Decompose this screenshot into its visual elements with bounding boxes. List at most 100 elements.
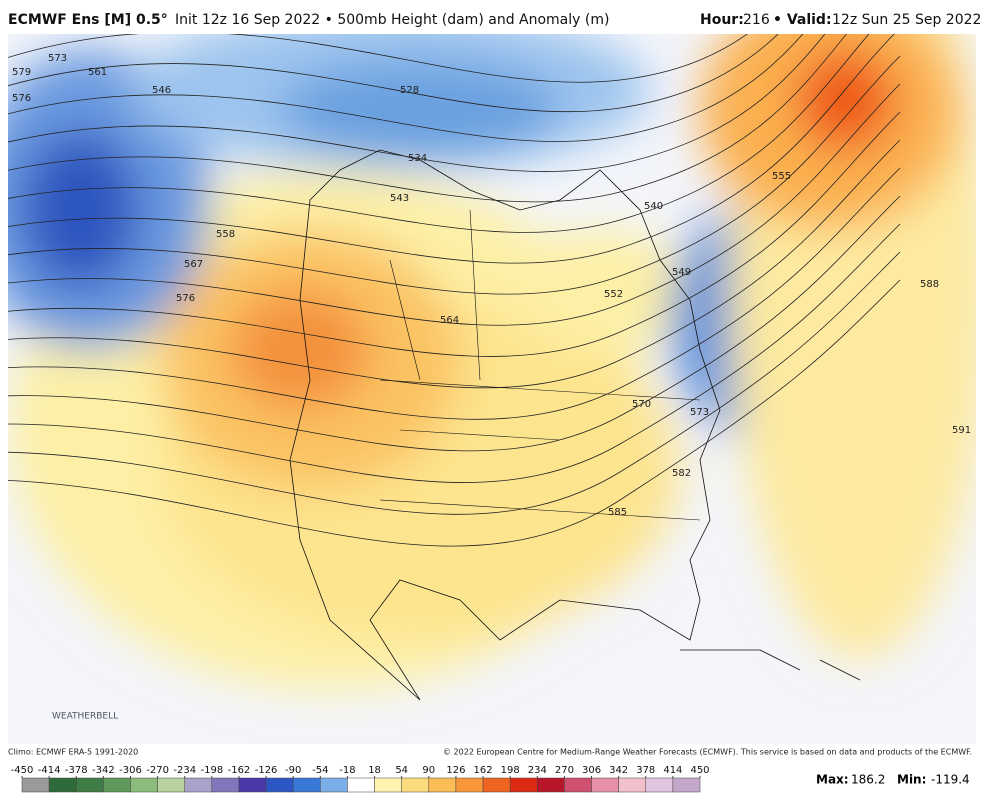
contour-line xyxy=(8,34,826,172)
header-model: ECMWF Ens [M] 0.5° xyxy=(8,12,168,28)
contour-label: 549 xyxy=(672,267,691,278)
colorbar-swatch xyxy=(320,777,348,793)
header-hour: 216 xyxy=(743,12,770,28)
colorbar-swatch xyxy=(292,777,321,793)
contour-label: 582 xyxy=(672,468,691,479)
colorbar-label: -18 xyxy=(339,765,355,776)
colorbar-label: 414 xyxy=(663,765,682,776)
colorbar-label: -234 xyxy=(173,765,196,776)
colorbar-swatch xyxy=(591,777,619,793)
copyright: © 2022 European Centre for Medium-Range … xyxy=(443,748,972,757)
contour-label: 546 xyxy=(152,85,171,96)
colorbar-swatch xyxy=(347,777,375,793)
colorbar-swatch xyxy=(184,777,213,793)
colorbar-swatch xyxy=(238,777,267,793)
colorbar-label: 162 xyxy=(473,765,492,776)
colorbar-label: -414 xyxy=(38,765,61,776)
colorbar-label: 198 xyxy=(501,765,520,776)
contour-line xyxy=(8,34,870,233)
colorbar-swatch xyxy=(21,777,50,793)
max-label: Max: xyxy=(816,773,849,787)
contour-line xyxy=(8,83,901,326)
contour-line xyxy=(8,195,901,452)
colorbar-swatch xyxy=(672,777,701,793)
colorbar-label: -450 xyxy=(11,765,34,776)
contour-label: 540 xyxy=(644,201,663,212)
min-label: Min: xyxy=(897,773,926,787)
colorbar-label: -198 xyxy=(200,765,223,776)
contour-label: 558 xyxy=(216,229,235,240)
colorbar-swatch xyxy=(645,777,674,793)
colorbar-label: -90 xyxy=(285,765,301,776)
contour-line xyxy=(8,34,847,203)
colorbar-label: 450 xyxy=(690,765,709,776)
colorbar-label: -270 xyxy=(146,765,169,776)
colorbar-label: -54 xyxy=(312,765,328,776)
colorbar-swatch xyxy=(374,777,402,793)
colorbar-swatch xyxy=(103,777,131,793)
colorbar-label: 126 xyxy=(446,765,465,776)
contour-label: 570 xyxy=(632,399,651,410)
contour-line xyxy=(8,55,901,295)
contour-label: 534 xyxy=(408,153,427,164)
contour-label: 543 xyxy=(390,193,409,204)
header-hour-label: Hour: xyxy=(700,12,744,28)
contour-label: 573 xyxy=(690,407,709,418)
contour-line xyxy=(8,111,901,357)
logo: WEATHERBELL xyxy=(52,712,118,722)
contour-line xyxy=(8,139,901,389)
contour-label: 573 xyxy=(48,53,67,64)
colorbar-swatch xyxy=(428,777,457,793)
colorbar-label: 54 xyxy=(395,765,408,776)
colorbar-label: -342 xyxy=(92,765,115,776)
contour-label: 561 xyxy=(88,67,107,78)
max-value: 186.2 xyxy=(851,773,885,787)
map xyxy=(8,34,976,744)
colorbar-swatch xyxy=(537,777,565,793)
colorbar-label: 18 xyxy=(368,765,381,776)
colorbar-swatch xyxy=(455,777,484,793)
colorbar-label: 234 xyxy=(528,765,547,776)
contour-line xyxy=(8,34,804,142)
contour-label: 528 xyxy=(400,85,419,96)
contour-label: 591 xyxy=(952,425,971,436)
colorbar-label: 306 xyxy=(582,765,601,776)
colorbar-swatch xyxy=(401,777,430,793)
colorbar-swatch xyxy=(618,777,647,793)
contour-line xyxy=(8,251,901,515)
header-description: Init 12z 16 Sep 2022 • 500mb Height (dam… xyxy=(175,12,609,28)
colorbar-label: -162 xyxy=(228,765,251,776)
colorbar-swatch xyxy=(509,777,538,793)
contour-label: 567 xyxy=(184,259,203,270)
colorbar-swatch xyxy=(482,777,511,793)
contour-line xyxy=(8,34,895,264)
contour-line xyxy=(8,223,901,483)
colorbar-label: -126 xyxy=(255,765,278,776)
climo: Climo: ECMWF ERA-5 1991-2020 xyxy=(8,748,138,757)
colorbar-label: 270 xyxy=(555,765,574,776)
colorbar-swatch xyxy=(564,777,592,793)
contour-line xyxy=(8,34,748,83)
contour-line xyxy=(8,279,901,547)
colorbar-label: -306 xyxy=(119,765,142,776)
contour-label: 564 xyxy=(440,315,459,326)
colorbar-label: 342 xyxy=(609,765,628,776)
colorbar-swatch xyxy=(211,777,240,793)
contour-label: 555 xyxy=(772,171,791,182)
contour-label: 579 xyxy=(12,67,31,78)
header-valid-label: • Valid: xyxy=(773,12,832,28)
contour-label: 576 xyxy=(12,93,31,104)
contour-label: 588 xyxy=(920,279,939,290)
colorbar-swatch xyxy=(130,777,158,793)
colorbar-swatch xyxy=(265,777,294,793)
colorbar-label: -378 xyxy=(65,765,88,776)
contour-line xyxy=(8,34,779,113)
min-value: -119.4 xyxy=(931,773,970,787)
contour-line xyxy=(8,167,901,420)
colorbar-swatch xyxy=(48,777,77,793)
colorbar-label: 90 xyxy=(422,765,435,776)
colorbar-swatch xyxy=(75,777,104,793)
contour-label: 576 xyxy=(176,293,195,304)
